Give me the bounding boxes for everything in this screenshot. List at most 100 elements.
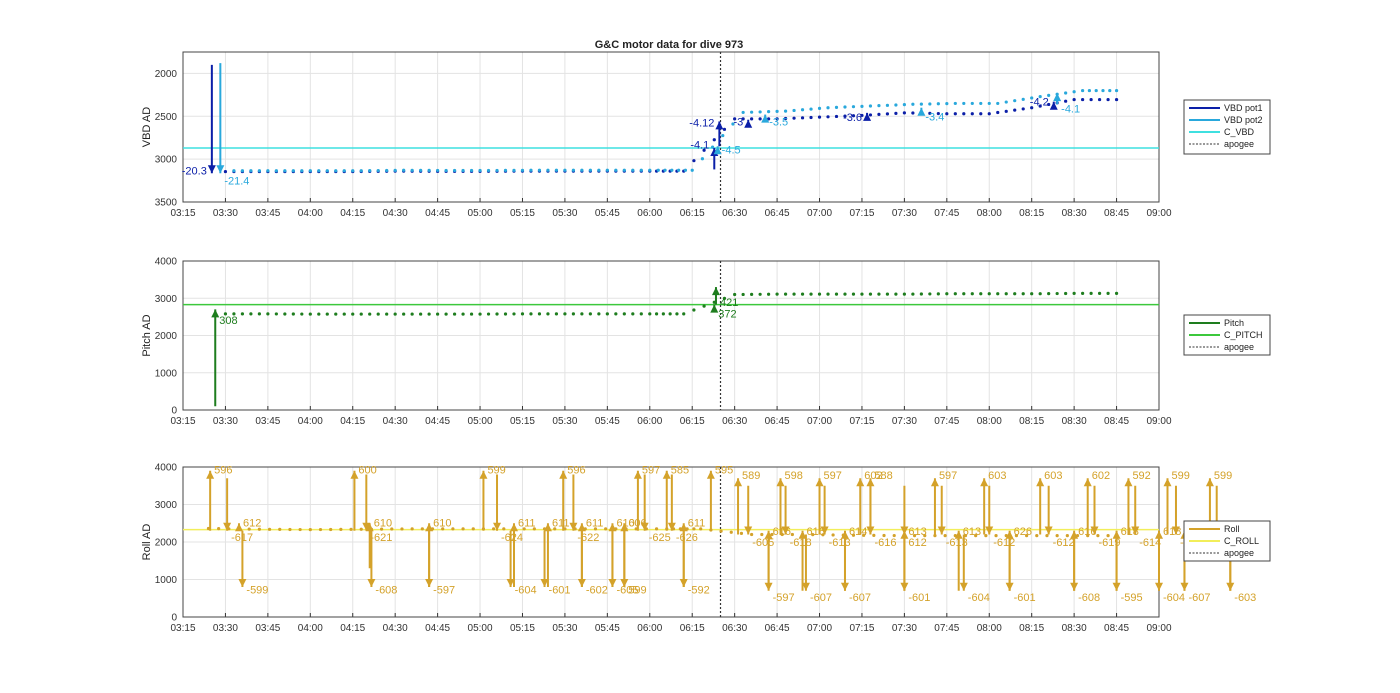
data-point bbox=[639, 168, 643, 172]
x-tick-label: 06:00 bbox=[637, 623, 662, 634]
data-point bbox=[605, 168, 609, 172]
data-point bbox=[792, 108, 796, 113]
data-point bbox=[339, 527, 343, 532]
x-tick-label: 08:45 bbox=[1104, 208, 1129, 219]
data-point bbox=[379, 527, 384, 531]
data-point bbox=[257, 169, 261, 173]
data-point bbox=[1089, 97, 1093, 102]
y-tick-label: 2500 bbox=[155, 112, 178, 123]
x-tick-label: 06:45 bbox=[765, 416, 790, 427]
data-point bbox=[902, 103, 906, 107]
data-point bbox=[1004, 292, 1008, 296]
data-point bbox=[622, 168, 626, 172]
x-tick-label: 06:00 bbox=[637, 208, 662, 219]
data-point bbox=[503, 168, 508, 172]
annotation-head bbox=[900, 526, 909, 535]
annotation-label: -4.5 bbox=[722, 145, 741, 157]
x-tick-label: 09:00 bbox=[1146, 208, 1171, 219]
data-point bbox=[283, 169, 287, 173]
annotation-head bbox=[493, 522, 502, 531]
data-point bbox=[1030, 106, 1034, 110]
annotation-arrow: 598 bbox=[776, 470, 803, 535]
annotation-label: 597 bbox=[939, 470, 957, 482]
data-point bbox=[537, 312, 542, 316]
data-point bbox=[1081, 97, 1085, 102]
x-tick-label: 03:45 bbox=[255, 208, 280, 219]
data-point bbox=[741, 110, 745, 115]
legend-entry: C_PITCH bbox=[1224, 330, 1263, 340]
data-point bbox=[979, 112, 983, 116]
data-point bbox=[885, 112, 890, 116]
data-point bbox=[512, 168, 516, 172]
annotation-head bbox=[937, 526, 946, 535]
y-tick-label: 3500 bbox=[155, 198, 178, 209]
annotation-arrow: -624 bbox=[493, 474, 523, 544]
data-point bbox=[834, 105, 839, 109]
data-point bbox=[502, 527, 506, 531]
annotation-arrow: -21.4 bbox=[216, 63, 249, 188]
annotation-head bbox=[633, 470, 642, 479]
data-point bbox=[800, 292, 805, 296]
annotation-head bbox=[820, 526, 829, 535]
annotation-label: 597 bbox=[642, 465, 660, 477]
data-point bbox=[760, 532, 764, 537]
data-point bbox=[1101, 88, 1105, 93]
annotation-label: 613 bbox=[963, 526, 981, 538]
annotation-arrow: 595 bbox=[706, 465, 733, 531]
data-point bbox=[692, 308, 696, 312]
legend-entry: Pitch bbox=[1224, 318, 1244, 328]
series-vbd-pot1 bbox=[223, 97, 1119, 174]
annotation-arrow: 421 bbox=[711, 287, 738, 309]
x-tick-label: 05:45 bbox=[595, 623, 620, 634]
data-point bbox=[654, 527, 659, 531]
figure-title: G&C motor data for dive 973 bbox=[595, 39, 744, 51]
data-point bbox=[1045, 534, 1049, 538]
annotation-label: 599 bbox=[1171, 470, 1189, 482]
data-point bbox=[984, 534, 988, 538]
data-point bbox=[1038, 94, 1042, 99]
data-point bbox=[1064, 91, 1068, 95]
data-point bbox=[546, 312, 550, 316]
annotation-head bbox=[761, 114, 770, 123]
annotation-label: 603 bbox=[1044, 470, 1062, 482]
annotation-label: -622 bbox=[577, 532, 599, 544]
annotation-arrow: -601 bbox=[1005, 534, 1036, 604]
x-tick-label: 06:30 bbox=[722, 623, 747, 634]
data-point bbox=[868, 104, 873, 108]
data-point bbox=[851, 292, 856, 296]
data-point bbox=[902, 111, 906, 115]
annotation-label: 596 bbox=[214, 465, 232, 477]
data-point bbox=[936, 292, 940, 296]
legend-entry: apogee bbox=[1224, 342, 1254, 352]
annotation-arrow: 616 bbox=[798, 526, 825, 591]
data-point bbox=[933, 534, 937, 538]
data-point bbox=[349, 527, 353, 531]
annotation-label: -621 bbox=[370, 532, 392, 544]
data-point bbox=[451, 527, 455, 531]
x-tick-label: 03:30 bbox=[213, 623, 238, 634]
data-point bbox=[522, 527, 526, 531]
annotation-head bbox=[365, 523, 374, 532]
annotation-head bbox=[206, 470, 215, 479]
panel-3: 03:15 03:30 03:45 04:00 04:15 04:30 04:45 05:00… bbox=[141, 463, 1271, 634]
annotation-head bbox=[744, 119, 753, 128]
data-point bbox=[588, 312, 592, 316]
annotation-label: -605 bbox=[752, 537, 774, 549]
data-point bbox=[532, 527, 536, 531]
annotation-head bbox=[1131, 526, 1140, 535]
annotation-arrow: -3.5 bbox=[761, 114, 788, 128]
x-tick-label: 07:15 bbox=[849, 623, 874, 634]
data-point bbox=[605, 312, 609, 316]
data-point bbox=[668, 312, 672, 316]
data-point bbox=[376, 312, 380, 316]
data-point bbox=[817, 106, 822, 110]
data-point bbox=[962, 112, 966, 116]
annotation-arrow: 597 bbox=[930, 470, 957, 535]
x-tick-label: 03:30 bbox=[213, 208, 238, 219]
annotation-head bbox=[608, 579, 617, 587]
data-point bbox=[622, 312, 626, 316]
annotation-head bbox=[985, 526, 994, 535]
annotation-arrow: -4.1 bbox=[1053, 93, 1080, 116]
data-point bbox=[461, 312, 465, 316]
